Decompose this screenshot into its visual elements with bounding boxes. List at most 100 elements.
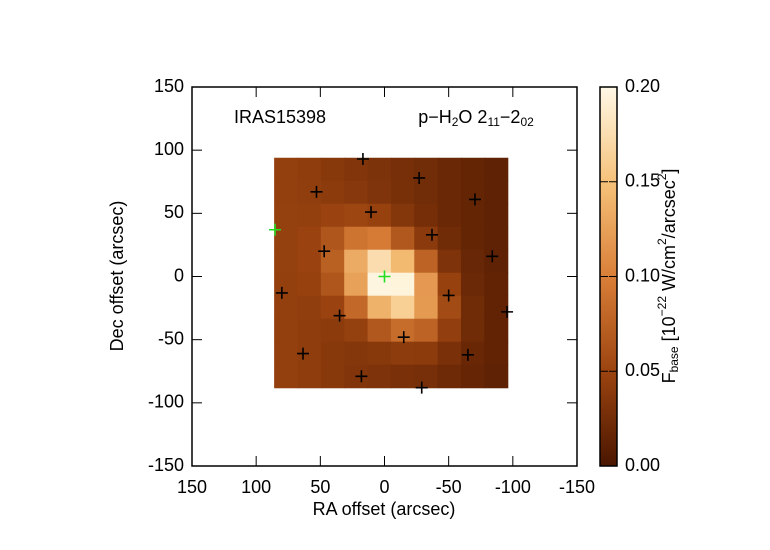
heatmap-cell xyxy=(297,226,322,251)
colorbar-tick-label: 0.20 xyxy=(625,76,660,96)
heatmap-cell xyxy=(484,364,509,389)
heatmap-cell xyxy=(460,180,485,205)
pointing-marker xyxy=(355,370,368,383)
heatmap-cell xyxy=(390,295,415,320)
x-tick-label: 150 xyxy=(177,477,207,497)
heatmap-cell xyxy=(274,318,299,343)
pointing-marker xyxy=(397,331,410,344)
heatmap-cell xyxy=(320,226,345,251)
heatmap-cell xyxy=(437,157,462,182)
heatmap-cell xyxy=(297,180,322,205)
x-tick-label: 0 xyxy=(379,477,389,497)
heatmap-cell xyxy=(344,203,369,228)
heatmap-cell xyxy=(414,226,439,251)
heatmap-cell xyxy=(367,318,392,343)
heatmap-cell xyxy=(390,249,415,274)
colorbar-title: Fbase [10−22 W/cm2/arcsec2] xyxy=(655,169,681,384)
heatmap-cell xyxy=(367,180,392,205)
heatmap-cell xyxy=(297,364,322,389)
pointing-marker xyxy=(442,289,455,302)
heatmap-cell xyxy=(344,157,369,182)
heatmap-cell xyxy=(390,157,415,182)
heatmap-cell xyxy=(484,272,509,297)
heatmap-cell xyxy=(320,272,345,297)
heatmap-cell xyxy=(390,226,415,251)
y-tick-label: 150 xyxy=(154,76,184,96)
y-tick-label: -150 xyxy=(148,455,184,475)
pointing-marker xyxy=(501,305,514,318)
heatmap-cell xyxy=(460,341,485,366)
heatmap-cell xyxy=(320,157,345,182)
heatmap-cell xyxy=(460,364,485,389)
heatmap-cell xyxy=(297,295,322,320)
x-tick-label: -100 xyxy=(495,477,531,497)
heatmap-cell xyxy=(437,249,462,274)
heatmap-cell xyxy=(367,226,392,251)
heatmap-cell xyxy=(414,249,439,274)
heatmap-cell xyxy=(460,318,485,343)
heatmap-cell xyxy=(484,341,509,366)
heatmap-cell xyxy=(274,272,299,297)
heatmap-cell xyxy=(344,180,369,205)
heatmap-cell xyxy=(390,272,415,297)
x-tick-label: -50 xyxy=(436,477,462,497)
pointing-marker xyxy=(486,250,499,263)
heatmap-cell xyxy=(320,180,345,205)
pointing-marker xyxy=(356,153,369,166)
heatmap-cell xyxy=(320,249,345,274)
heatmap-cell xyxy=(437,272,462,297)
heatmap-cell xyxy=(437,295,462,320)
heatmap-cell xyxy=(460,203,485,228)
colorbar-tick-label: 0.00 xyxy=(625,455,660,475)
center-marker xyxy=(378,270,391,283)
heatmap-cell xyxy=(437,318,462,343)
heatmap-cell xyxy=(297,249,322,274)
line-label: p−H2O 211−202 xyxy=(418,107,534,129)
heatmap-cell xyxy=(367,249,392,274)
heatmap-cell xyxy=(437,180,462,205)
heatmap-cell xyxy=(390,341,415,366)
heatmap-cell xyxy=(297,318,322,343)
heatmap-cell xyxy=(437,341,462,366)
heatmap-cell xyxy=(484,318,509,343)
heatmap-cell xyxy=(274,295,299,320)
pointing-marker xyxy=(275,286,288,299)
pointing-marker xyxy=(310,185,323,198)
heatmap-cell xyxy=(344,226,369,251)
y-tick-label: -50 xyxy=(158,328,184,348)
heatmap-cell xyxy=(344,295,369,320)
y-tick-label: 100 xyxy=(154,139,184,159)
heatmap-cell xyxy=(274,203,299,228)
heatmap-cell xyxy=(274,249,299,274)
pointing-marker xyxy=(297,347,310,360)
y-tick-label: 50 xyxy=(164,202,184,222)
source-label: IRAS15398 xyxy=(234,107,326,127)
heatmap-cell xyxy=(367,272,392,297)
heatmap-cell xyxy=(390,318,415,343)
heatmap-cell xyxy=(274,157,299,182)
heatmap-cell xyxy=(484,226,509,251)
y-tick-label: -100 xyxy=(148,392,184,412)
heatmap-cell xyxy=(414,364,439,389)
heatmap-cell xyxy=(460,226,485,251)
heatmap-cell xyxy=(460,157,485,182)
heatmap-cell xyxy=(274,180,299,205)
heatmap-cell xyxy=(484,180,509,205)
heatmap-cell xyxy=(414,203,439,228)
heatmap-cell xyxy=(460,295,485,320)
heatmap-cell xyxy=(414,318,439,343)
heatmap-cell xyxy=(414,180,439,205)
heatmap-cell xyxy=(274,364,299,389)
pointing-marker xyxy=(415,381,428,394)
heatmap-cell xyxy=(484,203,509,228)
heatmap-cell xyxy=(414,341,439,366)
heatmap-cell xyxy=(344,272,369,297)
heatmap-cell xyxy=(437,364,462,389)
heatmap-cell xyxy=(297,203,322,228)
heatmap-cell xyxy=(484,249,509,274)
heatmap-cell xyxy=(320,341,345,366)
y-axis-title: Dec offset (arcsec) xyxy=(107,201,127,352)
heatmap-cell xyxy=(367,203,392,228)
x-tick-label: 100 xyxy=(241,477,271,497)
